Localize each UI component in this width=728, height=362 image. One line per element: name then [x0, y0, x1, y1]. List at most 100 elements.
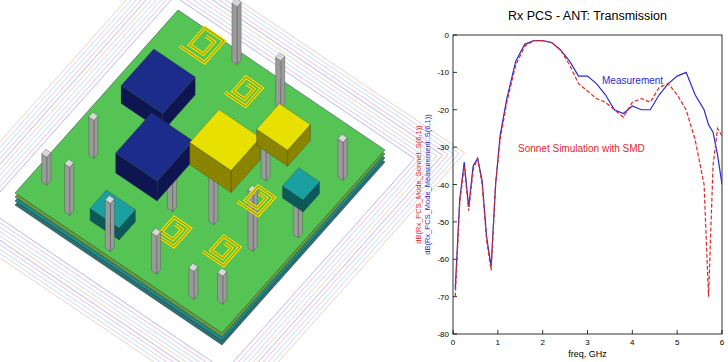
component-side	[105, 200, 110, 252]
x-tick	[587, 330, 588, 334]
component	[218, 268, 227, 304]
component-top	[42, 149, 51, 157]
component-side	[223, 272, 227, 305]
x-tick-label: 1	[496, 338, 501, 347]
component-side	[65, 164, 70, 216]
component	[89, 112, 98, 158]
component-side	[173, 179, 177, 212]
component-side	[343, 138, 347, 181]
y-tick	[453, 334, 457, 335]
component-top	[121, 49, 195, 114]
x-tick-label: 6	[720, 338, 725, 347]
inductor-edge	[203, 236, 240, 265]
component-top	[116, 113, 193, 181]
component-top	[276, 53, 285, 61]
component	[232, 0, 241, 65]
component-side	[276, 57, 281, 109]
y-tick-label: -80	[437, 330, 449, 339]
x-tick-label: 5	[675, 338, 680, 347]
component	[42, 149, 51, 185]
inductor-edge	[180, 28, 224, 63]
x-tick	[542, 330, 543, 334]
wire-frame	[0, 0, 426, 362]
y-tick	[453, 109, 457, 110]
component	[276, 53, 285, 109]
x-tick	[453, 330, 454, 334]
component-top	[65, 159, 74, 167]
component-top	[105, 196, 114, 204]
y-tick	[453, 72, 457, 73]
y-tick-label: 0	[445, 31, 450, 40]
component-side	[89, 117, 94, 158]
component	[190, 110, 261, 193]
component	[283, 168, 320, 212]
component-side	[194, 267, 198, 300]
inductor	[180, 28, 224, 63]
y-axis-label: dB(Rx_PCS_Mode_Sonnet..S(6,1))	[414, 125, 423, 244]
component	[257, 104, 311, 167]
x-tick-label: 4	[630, 338, 635, 347]
component-side	[281, 56, 285, 109]
inductor	[225, 77, 262, 106]
x-tick-label: 2	[540, 338, 545, 347]
component-top	[232, 0, 241, 7]
component-top	[152, 228, 161, 236]
x-tick	[632, 330, 633, 334]
layout-render	[0, 0, 465, 362]
component-top	[89, 112, 98, 120]
x-tick	[722, 330, 723, 334]
component-top	[218, 268, 227, 276]
component-side	[42, 154, 47, 186]
y-tick-label: -30	[437, 143, 449, 152]
component-side	[189, 268, 194, 300]
wire-frame	[0, 0, 437, 362]
inductor	[203, 236, 240, 265]
y-tick-label: -20	[437, 106, 449, 115]
component-top	[190, 110, 261, 171]
y-tick-label: -10	[437, 68, 449, 77]
y-tick-label: -40	[437, 181, 449, 190]
y-tick-label: -50	[437, 218, 449, 227]
x-tick-label: 3	[585, 338, 590, 347]
series-annotation: Sonnet Simulation with SMD	[518, 143, 645, 154]
component	[105, 196, 114, 252]
component-side	[94, 116, 98, 159]
x-tick-label: 0	[451, 338, 456, 347]
component	[116, 113, 193, 201]
component-top	[189, 263, 198, 271]
component	[338, 134, 347, 180]
component-side	[70, 163, 74, 216]
component-top	[257, 104, 311, 151]
wire-frame	[0, 0, 431, 362]
inductor-edge	[237, 186, 274, 215]
component	[65, 159, 74, 215]
inductor-edge	[225, 77, 262, 106]
inductor	[237, 186, 274, 215]
plot-frame	[453, 35, 722, 334]
series-annotation: Measurement	[602, 75, 663, 86]
wire-frame	[0, 0, 454, 362]
component-side	[253, 189, 257, 252]
wire-frame	[0, 0, 448, 362]
component-top	[283, 168, 320, 200]
x-axis-label: freq, GHz	[568, 349, 607, 359]
plot-area	[455, 41, 722, 297]
component-side	[152, 233, 157, 275]
y-tick	[453, 147, 457, 148]
component-side	[232, 3, 237, 64]
component	[152, 228, 161, 274]
component-side	[338, 139, 343, 181]
component-side	[237, 2, 241, 65]
wire-frame	[0, 0, 415, 362]
series-line	[455, 41, 722, 290]
x-tick	[677, 330, 678, 334]
component-side	[157, 232, 161, 275]
y-tick	[453, 221, 457, 222]
wire-frame	[0, 0, 420, 362]
wire-frame	[0, 0, 459, 362]
component-top	[338, 134, 347, 142]
x-tick	[497, 330, 498, 334]
y-tick-label: -70	[437, 293, 449, 302]
wire-frame	[0, 0, 465, 362]
y-tick	[453, 184, 457, 185]
